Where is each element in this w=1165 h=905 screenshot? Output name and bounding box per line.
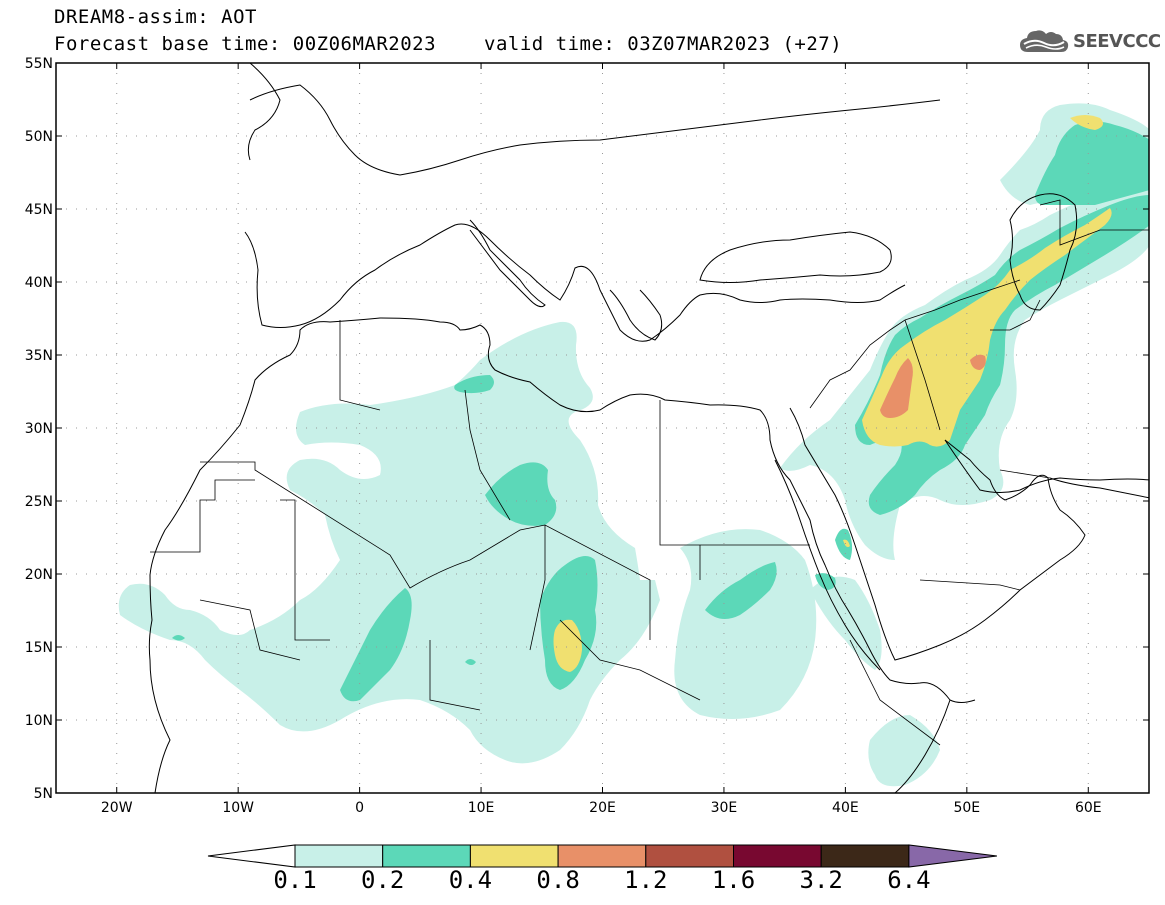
lon-label: 40E — [832, 800, 859, 816]
axis-ticks — [56, 62, 1149, 794]
colorbar-segment — [820, 844, 910, 868]
lat-label: 5N — [34, 786, 53, 802]
lat-label: 50N — [25, 129, 53, 145]
colorbar-high-arrow — [908, 844, 997, 868]
lat-label: 25N — [25, 494, 53, 510]
seevccc-logo: SEEVCCC — [1018, 26, 1161, 56]
colorbar-low-arrow — [207, 844, 296, 868]
colorbar-segment — [645, 844, 734, 868]
forecast-base-time: Forecast base time: 00Z06MAR2023 — [54, 33, 437, 55]
lat-label: 45N — [25, 202, 53, 218]
lon-label: 10W — [222, 800, 254, 816]
lat-labels: 5N 10N 15N 20N 25N 30N 35N 40N 45N 50N 55N — [25, 56, 53, 802]
colorbar-label: 6.4 — [887, 866, 931, 894]
lon-label: 60E — [1075, 800, 1102, 816]
lat-label: 35N — [25, 348, 53, 364]
colorbar-label: 0.4 — [448, 866, 493, 894]
lon-label: 20W — [101, 800, 133, 816]
colorbar-segment — [294, 844, 384, 868]
valid-time: valid time: 03Z07MAR2023 (+27) — [484, 33, 843, 55]
lat-label: 30N — [25, 421, 53, 437]
lat-label: 10N — [25, 713, 53, 729]
lon-label: 30E — [711, 800, 738, 816]
map-title: DREAM8-assim: AOT — [54, 6, 257, 28]
colorbar-segment — [382, 844, 471, 868]
colorbar-label: 0.8 — [536, 866, 580, 894]
colorbar-segment — [557, 844, 647, 868]
lon-label: 10E — [468, 800, 495, 816]
logo-text: SEEVCCC — [1073, 30, 1161, 52]
aot-shading — [118, 103, 1149, 787]
colorbar-label: 1.2 — [624, 866, 668, 894]
borders — [150, 199, 1149, 746]
colorbar-label: 1.6 — [711, 866, 756, 894]
coastlines — [148, 63, 1149, 793]
cloud-icon — [1020, 30, 1069, 52]
colorbar-label: 0.2 — [361, 866, 405, 894]
lat-label: 55N — [25, 56, 53, 72]
colorbar — [207, 844, 997, 868]
lon-label: 20E — [589, 800, 616, 816]
colorbar-segment — [733, 844, 822, 868]
colorbar-segment — [469, 844, 559, 868]
colorbar-labels: 0.1 0.2 0.4 0.8 1.2 1.6 3.2 6.4 — [0, 866, 1165, 896]
lat-label: 15N — [25, 640, 53, 656]
colorbar-label: 0.1 — [273, 866, 317, 894]
gridlines — [56, 63, 1149, 793]
lat-label: 20N — [25, 567, 53, 583]
lon-labels: 20W 10W 0 10E 20E 30E 40E 50E 60E — [101, 800, 1102, 816]
lon-label: 0 — [355, 800, 364, 816]
lat-label: 40N — [25, 275, 53, 291]
lon-label: 50E — [953, 800, 980, 816]
colorbar-label: 3.2 — [799, 866, 843, 894]
